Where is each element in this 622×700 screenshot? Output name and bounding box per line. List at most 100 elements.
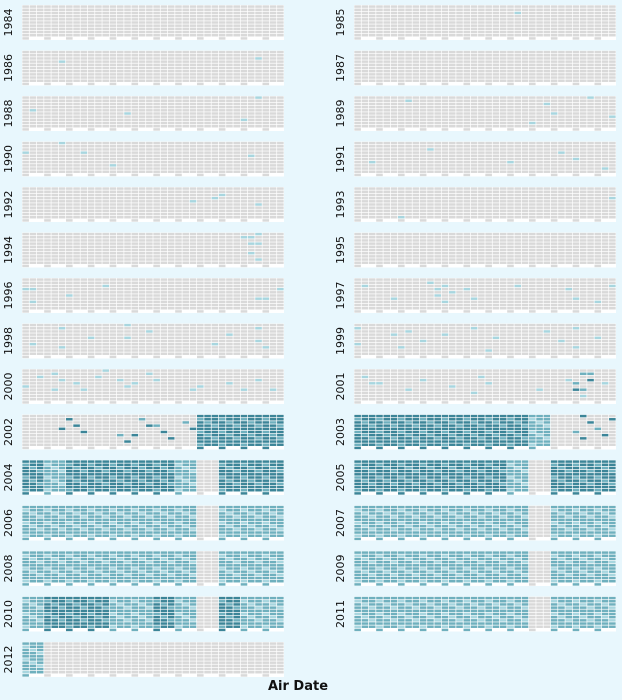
day-cell	[124, 60, 131, 63]
day-cell	[197, 170, 204, 173]
day-cell	[262, 124, 270, 128]
day-cell	[383, 69, 391, 73]
day-cell	[550, 50, 558, 54]
day-cell	[22, 248, 29, 252]
day-cell	[514, 164, 522, 167]
day-cell	[529, 264, 536, 268]
day-cell	[427, 105, 434, 109]
day-cell	[131, 251, 139, 255]
day-cell	[601, 121, 609, 125]
day-cell	[58, 294, 66, 297]
day-cell	[247, 261, 255, 264]
day-cell	[601, 60, 609, 63]
day-cell	[233, 300, 240, 304]
day-cell	[478, 258, 485, 261]
day-cell	[470, 145, 478, 148]
month-11	[572, 96, 594, 131]
day-cell	[80, 170, 88, 173]
day-cell	[572, 255, 580, 258]
day-cell	[204, 27, 211, 31]
day-cell	[529, 63, 536, 67]
day-cell	[262, 11, 270, 15]
day-cell	[189, 18, 197, 21]
day-cell	[463, 157, 471, 161]
day-cell	[80, 18, 88, 21]
day-cell	[361, 193, 369, 197]
day-cell	[499, 209, 507, 213]
day-cell	[240, 287, 248, 291]
day-cell	[175, 297, 182, 300]
day-cell	[361, 73, 369, 76]
day-cell	[131, 232, 139, 236]
day-cell	[247, 109, 255, 112]
day-cell	[175, 212, 182, 216]
day-cell	[131, 236, 139, 239]
day-cell	[247, 148, 255, 151]
day-cell	[448, 187, 456, 190]
day-cell	[138, 63, 146, 67]
day-cell	[255, 21, 262, 24]
day-cell	[218, 128, 226, 131]
day-cell	[197, 24, 204, 27]
day-cell	[565, 102, 572, 106]
day-cell	[565, 66, 572, 70]
day-cell	[80, 33, 88, 37]
day-cell	[22, 124, 29, 128]
day-cell	[579, 196, 587, 200]
day-cell	[448, 148, 456, 151]
day-cell	[240, 190, 248, 194]
day-cell	[160, 66, 168, 70]
day-cell	[197, 306, 204, 310]
day-cell	[189, 115, 197, 118]
day-cell	[405, 121, 412, 125]
day-cell	[269, 5, 277, 8]
month-4	[87, 50, 109, 86]
day-cell	[131, 30, 139, 34]
day-cell	[376, 160, 383, 164]
day-cell	[182, 281, 190, 285]
month-12	[594, 50, 616, 86]
day-cell	[514, 206, 522, 209]
day-cell	[189, 11, 197, 15]
year-label: 1986	[2, 54, 15, 82]
day-cell	[550, 167, 558, 170]
day-cell	[95, 212, 102, 216]
day-cell	[22, 264, 29, 268]
day-cell	[376, 145, 383, 148]
day-cell	[80, 297, 88, 300]
day-cell	[58, 151, 66, 154]
day-cell	[543, 73, 551, 76]
day-cell	[182, 242, 190, 245]
day-cell	[565, 196, 572, 200]
day-cell	[412, 33, 420, 37]
day-cell	[66, 96, 73, 99]
day-cell	[73, 193, 80, 197]
day-cell	[175, 115, 182, 118]
day-cell	[22, 310, 29, 313]
day-cell	[398, 96, 405, 99]
day-cell	[485, 82, 492, 86]
day-cell	[448, 21, 456, 24]
month-10	[550, 5, 572, 40]
day-cell	[197, 219, 204, 222]
day-cell	[405, 248, 412, 252]
day-cell	[247, 245, 255, 249]
day-cell	[579, 193, 587, 197]
day-cell	[354, 170, 361, 173]
month-11	[240, 141, 262, 177]
day-cell	[44, 264, 51, 268]
day-cell	[492, 115, 500, 118]
day-cell	[58, 196, 66, 200]
day-cell	[175, 190, 182, 194]
day-cell	[499, 109, 507, 112]
day-cell	[226, 206, 233, 209]
day-cell	[514, 76, 522, 79]
day-cell	[116, 248, 124, 252]
day-cell	[167, 251, 175, 255]
day-cell	[36, 8, 44, 12]
day-cell	[269, 167, 277, 170]
day-cell	[354, 167, 361, 170]
day-cell	[80, 50, 88, 54]
day-cell	[160, 251, 168, 255]
day-cell	[594, 105, 602, 109]
